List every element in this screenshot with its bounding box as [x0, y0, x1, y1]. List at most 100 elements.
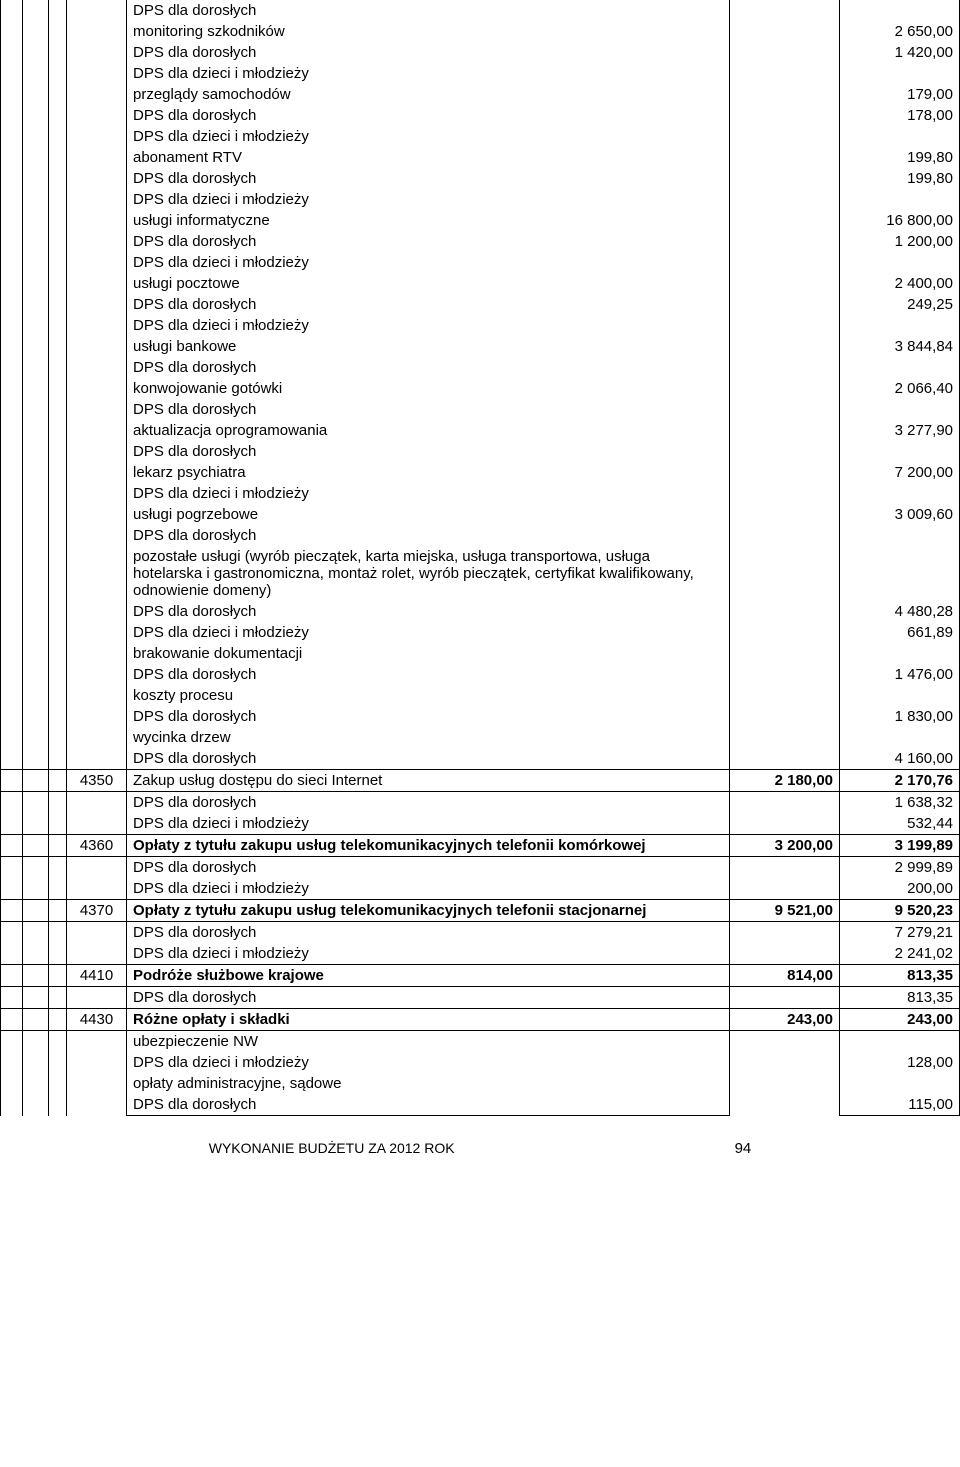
section-label: Podróże służbowe krajowe: [127, 965, 730, 987]
spacer-b: [23, 857, 49, 900]
detail-label: konwojowanie gotówki: [127, 378, 730, 399]
detail-label: usługi bankowe: [127, 336, 730, 357]
section-label: Opłaty z tytułu zakupu usług telekomunik…: [127, 900, 730, 922]
spacer-c: [49, 0, 67, 770]
spacer-f: [730, 792, 840, 835]
spacer-c: [49, 770, 67, 792]
section-label: Opłaty z tytułu zakupu usług telekomunik…: [127, 835, 730, 857]
detail-label: abonament RTV: [127, 147, 730, 168]
spacer-a: [1, 0, 23, 770]
detail-label: DPS dla dorosłych: [127, 0, 730, 21]
detail-val: 1 830,00: [840, 706, 960, 727]
spacer-a: [1, 965, 23, 987]
spacer-c: [49, 835, 67, 857]
spacer-b: [23, 792, 49, 835]
detail-val: [840, 357, 960, 378]
detail-val: [840, 399, 960, 420]
detail-val: [840, 63, 960, 84]
spacer-c: [49, 792, 67, 835]
detail-label: DPS dla dzieci i młodzieży: [127, 252, 730, 273]
detail-val: 249,25: [840, 294, 960, 315]
spacer-d: [67, 987, 127, 1009]
spacer-b: [23, 835, 49, 857]
detail-val: [840, 441, 960, 462]
spacer-a: [1, 1009, 23, 1031]
detail-label: DPS dla dorosłych: [127, 294, 730, 315]
detail-val: 2 650,00: [840, 21, 960, 42]
detail-label: DPS dla dorosłych: [127, 1094, 730, 1116]
page-footer: WYKONANIE BUDŻETU ZA 2012 ROK 94: [0, 1116, 960, 1167]
detail-label: DPS dla dorosłych: [127, 168, 730, 189]
detail-label: DPS dla dorosłych: [127, 525, 730, 546]
detail-label: DPS dla dzieci i młodzieży: [127, 1052, 730, 1073]
spacer-b: [23, 1009, 49, 1031]
spacer-b: [23, 0, 49, 770]
spacer-a: [1, 922, 23, 965]
section-plan: 243,00: [730, 1009, 840, 1031]
detail-val: [840, 252, 960, 273]
detail-label: DPS dla dorosłych: [127, 399, 730, 420]
detail-label: DPS dla dzieci i młodzieży: [127, 483, 730, 504]
section-label: Zakup usług dostępu do sieci Internet: [127, 770, 730, 792]
detail-val: 3 277,90: [840, 420, 960, 441]
spacer-c: [49, 900, 67, 922]
spacer-b: [23, 965, 49, 987]
detail-val: 1 476,00: [840, 664, 960, 685]
spacer-f: [730, 1031, 840, 1116]
spacer-a: [1, 857, 23, 900]
spacer-f: [730, 857, 840, 900]
detail-val: 16 800,00: [840, 210, 960, 231]
detail-val: [840, 643, 960, 664]
detail-label: DPS dla dorosłych: [127, 857, 730, 879]
detail-val: 7 200,00: [840, 462, 960, 483]
spacer-f: [730, 0, 840, 770]
spacer-d: [67, 0, 127, 770]
detail-val: 3 009,60: [840, 504, 960, 525]
spacer-d: [67, 857, 127, 900]
detail-val: [840, 315, 960, 336]
spacer-d: [67, 1031, 127, 1116]
section-exec: 813,35: [840, 965, 960, 987]
detail-label: DPS dla dzieci i młodzieży: [127, 126, 730, 147]
section-exec: 3 199,89: [840, 835, 960, 857]
detail-val: 2 999,89: [840, 857, 960, 879]
detail-label: DPS dla dzieci i młodzieży: [127, 878, 730, 900]
section-label: Różne opłaty i składki: [127, 1009, 730, 1031]
detail-label: DPS dla dzieci i młodzieży: [127, 315, 730, 336]
section-exec: 9 520,23: [840, 900, 960, 922]
section-plan: 3 200,00: [730, 835, 840, 857]
spacer-c: [49, 987, 67, 1009]
detail-label: pozostałe usługi (wyrób pieczątek, karta…: [127, 546, 730, 601]
detail-label: DPS dla dorosłych: [127, 42, 730, 63]
detail-label: DPS dla dzieci i młodzieży: [127, 813, 730, 835]
detail-label: lekarz psychiatra: [127, 462, 730, 483]
detail-val: 2 066,40: [840, 378, 960, 399]
spacer-a: [1, 792, 23, 835]
detail-label: wycinka drzew: [127, 727, 730, 748]
spacer-a: [1, 987, 23, 1009]
detail-val: 661,89: [840, 622, 960, 643]
section-plan: 814,00: [730, 965, 840, 987]
detail-val: 4 480,28: [840, 601, 960, 622]
detail-val: 199,80: [840, 168, 960, 189]
spacer-f: [730, 987, 840, 1009]
detail-val: [840, 483, 960, 504]
detail-val: [840, 1031, 960, 1053]
detail-val: 199,80: [840, 147, 960, 168]
detail-val: [840, 0, 960, 21]
detail-label: DPS dla dorosłych: [127, 748, 730, 770]
spacer-c: [49, 857, 67, 900]
detail-label: usługi pocztowe: [127, 273, 730, 294]
detail-label: aktualizacja oprogramowania: [127, 420, 730, 441]
detail-label: monitoring szkodników: [127, 21, 730, 42]
spacer-c: [49, 1009, 67, 1031]
spacer-a: [1, 770, 23, 792]
section-code: 4350: [67, 770, 127, 792]
detail-label: DPS dla dorosłych: [127, 231, 730, 252]
spacer-d: [67, 792, 127, 835]
page-number: 94: [735, 1140, 752, 1157]
detail-val: 178,00: [840, 105, 960, 126]
detail-val: 7 279,21: [840, 922, 960, 944]
detail-val: 1 200,00: [840, 231, 960, 252]
detail-val: 2 241,02: [840, 943, 960, 965]
